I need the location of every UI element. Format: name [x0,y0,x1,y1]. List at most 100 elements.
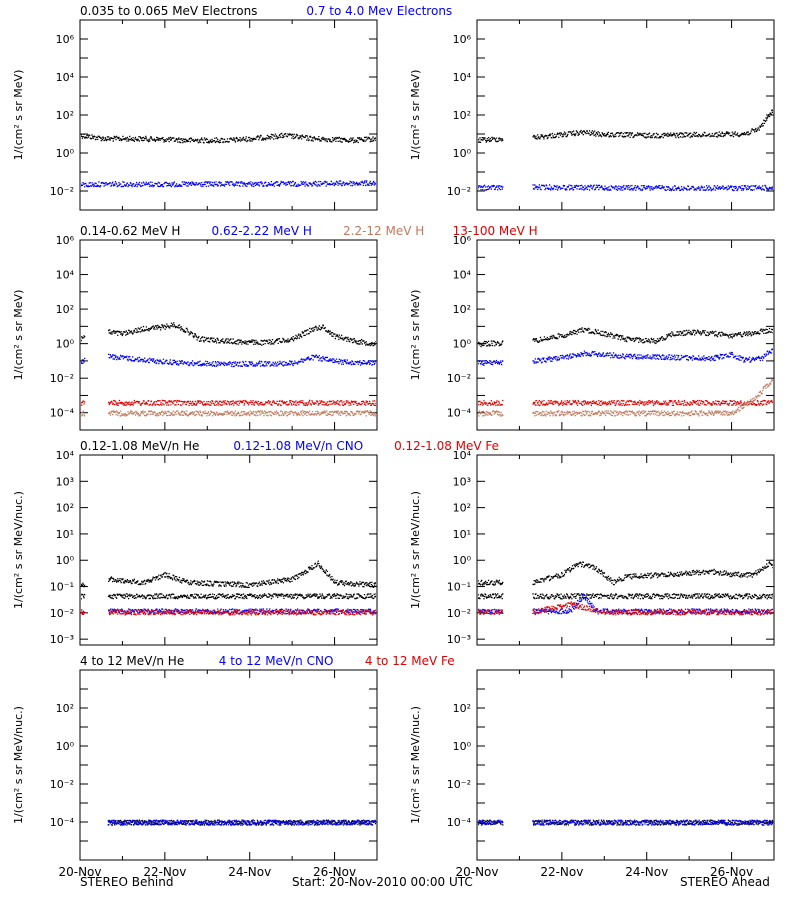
figure-rows: 0.035 to 0.065 MeV Electrons 0.7 to 4.0 M… [12,4,775,879]
data-series [478,348,773,366]
data-points [81,609,376,616]
data-series-group [81,322,376,417]
data-points [478,399,773,407]
y-tick-label: 10⁻² [447,372,471,385]
x-tick-label: 26-Nov [313,865,356,879]
data-points [81,399,376,407]
legend-entry: 4 to 12 MeV Fe [365,654,455,668]
y-tick-label: 10² [453,109,471,122]
data-series [478,376,773,417]
legend-entry: 4 to 12 MeV/n He [80,654,184,668]
data-points [478,819,773,826]
data-series [478,819,773,826]
x-tick-label: 20-Nov [58,865,101,879]
panel-ahead: 1/(cm² s sr MeV/nuc.) 10⁻⁴ 10⁻² 10⁰ 10² 20-No… [409,669,775,879]
data-points [478,327,773,348]
data-series [81,322,376,347]
data-points [478,593,773,615]
legend-entry: 0.035 to 0.065 MeV Electrons [80,4,257,18]
y-axis-label: 1/(cm² s sr MeV/nuc.) [12,491,25,609]
plot-frame [476,669,775,861]
y-tick-label: 10⁰ [56,147,75,160]
y-tick-label: 10⁴ [56,449,75,462]
data-series [81,180,376,188]
panel-behind: 1/(cm² s sr MeV/nuc.) 10⁻³ 10⁻² 10⁻¹ 10⁰ 10¹ 1… [12,449,378,646]
y-tick-label: 10⁴ [56,269,75,282]
data-series [107,819,376,826]
y-tick-label: 10⁻² [447,185,471,198]
data-series [81,132,376,144]
data-points [81,132,376,144]
data-points [478,184,773,192]
data-series-group [478,109,773,192]
chart-row-2: 0.12-1.08 MeV/n He 0.12-1.08 MeV/n CNO 0.1… [12,439,775,646]
y-tick-label: 10² [453,502,471,515]
data-points [81,180,376,188]
data-series-group [478,561,773,616]
data-series [81,593,376,600]
y-tick-label: 10⁰ [453,147,472,160]
legend-entry: 0.7 to 4.0 Mev Electrons [306,4,452,18]
data-points [81,593,376,600]
data-points [478,601,773,616]
y-tick-label: 10² [56,502,74,515]
y-tick-label: 10³ [56,475,74,488]
y-axis-label: 1/(cm² s sr MeV) [12,290,25,381]
x-tick-label: 20-Nov [455,865,498,879]
y-tick-label: 10⁰ [453,740,472,753]
chart-row-1: 0.14-0.62 MeV H 0.62-2.22 MeV H 2.2-12 MeV… [12,224,775,431]
y-tick-label: 10⁻³ [50,633,74,646]
data-points [478,376,773,417]
footer-center-label: Start: 20-Nov-2010 00:00 UTC [292,875,473,889]
plot-frame [79,239,378,431]
plot-frame [476,454,775,646]
data-points [478,561,773,586]
y-axis-label: 1/(cm² s sr MeV) [12,70,25,161]
data-points [478,593,773,600]
y-tick-label: 10² [56,702,74,715]
chart-row-3: 4 to 12 MeV/n He 4 to 12 MeV/n CNO 4 to 12… [12,654,775,879]
y-tick-label: 10² [56,109,74,122]
panel-ahead: 1/(cm² s sr MeV) 10⁻⁴ 10⁻² 10⁰ 10² 10⁴ 10⁶ [409,234,775,431]
y-tick-label: 10⁴ [453,449,472,462]
footer-right-label: STEREO Ahead [680,875,770,889]
data-series [81,560,376,589]
y-tick-label: 10⁴ [453,269,472,282]
y-tick-label: 10⁻² [447,778,471,791]
plot-frame [79,669,378,861]
data-series-group [478,819,773,826]
data-series [478,184,773,192]
y-tick-label: 10⁰ [453,338,472,351]
legend-entry: 4 to 12 MeV/n CNO [219,654,334,668]
y-tick-label: 10⁰ [453,554,472,567]
x-tick-label: 22-Nov [540,865,583,879]
legend-entry: 0.12-1.08 MeV Fe [394,439,499,453]
legend-entry: 13-100 MeV H [453,224,538,238]
data-series [478,399,773,407]
panel-behind: 1/(cm² s sr MeV) 10⁻² 10⁰ 10² 10⁴ 10⁶ [12,19,378,211]
data-series-group [478,327,773,417]
y-tick-label: 10¹ [453,528,471,541]
y-tick-label: 10² [453,702,471,715]
data-series-group [81,560,376,616]
y-tick-label: 10⁶ [56,33,75,46]
y-axis-label: 1/(cm² s sr MeV/nuc.) [409,706,422,824]
x-tick-label: 26-Nov [710,865,753,879]
data-series [81,609,376,616]
y-tick-label: 10⁻² [50,185,74,198]
plot-frame [476,19,775,211]
data-points [81,353,376,368]
data-series [478,327,773,348]
y-axis-label: 1/(cm² s sr MeV/nuc.) [409,491,422,609]
plot-frame [79,454,378,646]
y-tick-label: 10³ [453,475,471,488]
x-tick-label: 22-Nov [143,865,186,879]
y-tick-label: 10⁻³ [447,633,471,646]
y-tick-label: 10⁶ [56,234,75,247]
y-tick-label: 10¹ [56,528,74,541]
legend-entry: 0.62-2.22 MeV H [212,224,312,238]
legend-entry: 0.12-1.08 MeV/n He [80,439,199,453]
data-series-group [107,819,376,826]
x-tick-label: 24-Nov [228,865,271,879]
